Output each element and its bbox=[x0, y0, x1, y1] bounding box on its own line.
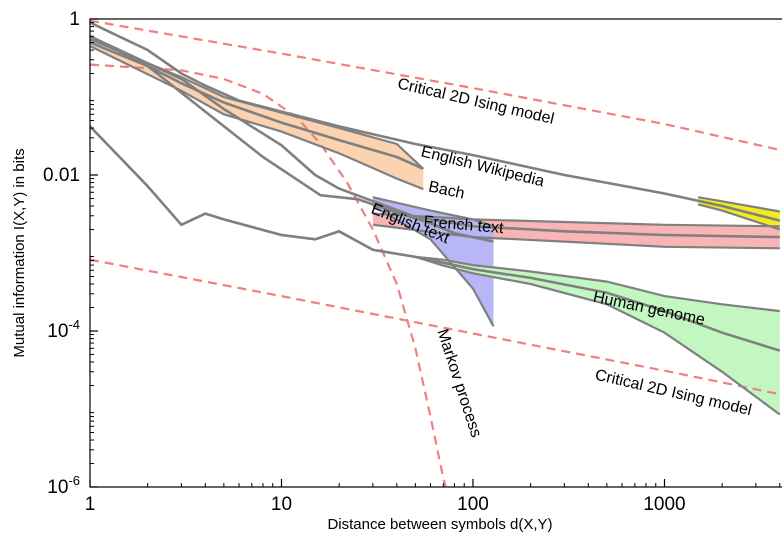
critical-2d-ising-model-0-line bbox=[90, 19, 781, 151]
annotation-critical-2d-ising-model: Critical 2D Ising model bbox=[396, 75, 556, 128]
axis-ticks: 1 10 100 1000 1 0.01 10-4 10-6 bbox=[43, 9, 781, 515]
x-axis-title: Distance between symbols d(X,Y) bbox=[327, 516, 552, 533]
y-tick-label: 1 bbox=[69, 9, 80, 30]
human-genome-7-lower-edge bbox=[90, 125, 781, 416]
english-wikipedia-3-line bbox=[90, 21, 781, 222]
human-genome-7-line bbox=[90, 125, 781, 352]
data-series-lines bbox=[90, 19, 781, 487]
french-text-4-line bbox=[90, 35, 780, 239]
french-text-4-upper-edge bbox=[372, 212, 780, 228]
critical-2d-ising-model-1-line bbox=[90, 258, 781, 396]
english-text-band-6 bbox=[372, 197, 494, 327]
x-tick-label: 1 bbox=[85, 494, 96, 515]
y-tick-label: 0.01 bbox=[43, 165, 80, 186]
human-genome-band-7 bbox=[90, 126, 780, 415]
bach-5-lower-edge bbox=[90, 45, 424, 191]
english-wikipedia-3-lower-edge bbox=[697, 203, 781, 231]
x-tick-label: 1000 bbox=[643, 494, 685, 515]
bach-5-upper-edge bbox=[90, 38, 425, 170]
y-axis-title: Mutual information I(X,Y) in bits bbox=[11, 148, 28, 357]
english-text-6-line bbox=[90, 35, 494, 243]
annotation-french-text: French text bbox=[423, 213, 505, 237]
english-text-6-upper-edge bbox=[372, 196, 494, 228]
x-tick-label: 100 bbox=[457, 494, 489, 515]
markov-process-2-line bbox=[90, 63, 447, 487]
english-wikipedia-3-upper-edge bbox=[698, 196, 780, 213]
annotation-bach: Bach bbox=[427, 178, 466, 202]
french-text-4-lower-edge bbox=[372, 223, 780, 250]
x-tick-label: 10 bbox=[271, 494, 292, 515]
y-tick-label: 10-6 bbox=[47, 473, 80, 498]
annotation-markov-process: Markov process bbox=[433, 327, 484, 440]
y-tick-label: 10-4 bbox=[47, 317, 80, 342]
plot-frame bbox=[89, 18, 782, 488]
